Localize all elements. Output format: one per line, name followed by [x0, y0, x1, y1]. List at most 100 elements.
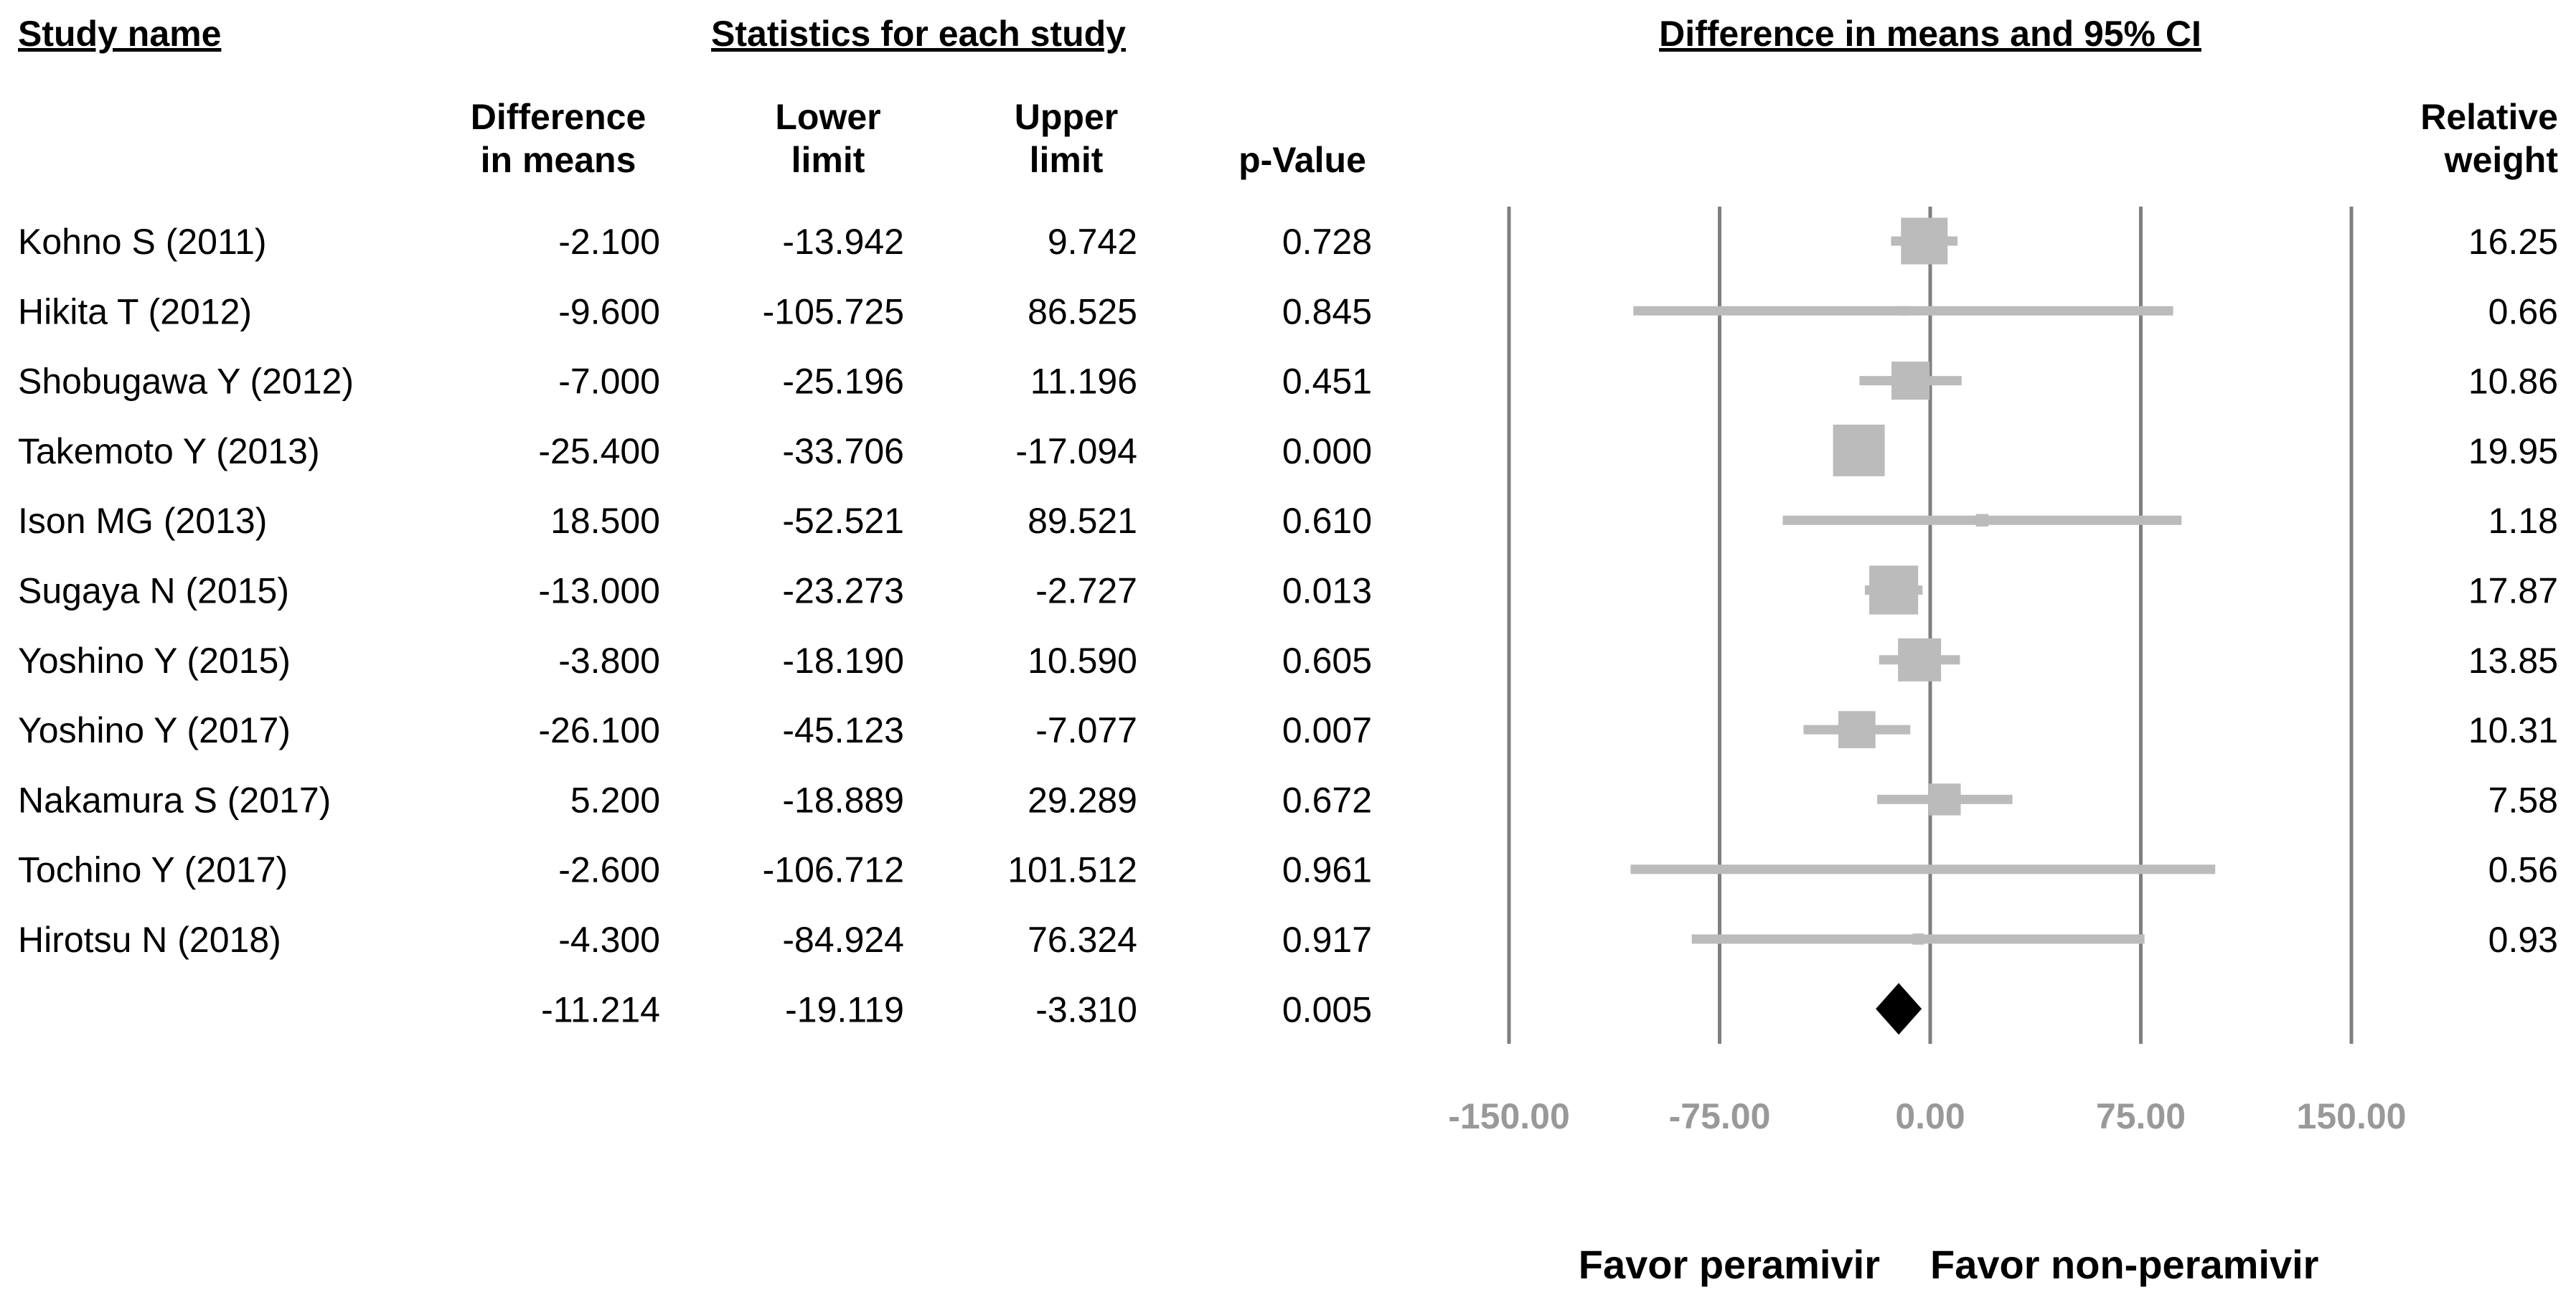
- diff-value: 5.200: [570, 780, 660, 820]
- upper-value: -17.094: [1015, 431, 1137, 471]
- effect-marker: [1833, 424, 1885, 476]
- effect-marker: [1912, 933, 1924, 945]
- lower-value: -84.924: [782, 920, 904, 960]
- weight-value: 16.25: [2468, 222, 2558, 262]
- weight-value: 10.31: [2468, 710, 2558, 750]
- colhdr-weight-line2: weight: [2444, 140, 2559, 180]
- study-name: Kohno S (2011): [18, 222, 267, 262]
- diff-value: 18.500: [550, 501, 660, 541]
- lower-value: -106.712: [763, 850, 904, 890]
- colhdr-weight-line1: Relative: [2420, 97, 2558, 137]
- effect-marker: [1898, 306, 1908, 316]
- weight-value: 17.87: [2468, 571, 2558, 611]
- favor-right-label: Favor non-peramivir: [1930, 1242, 2318, 1287]
- pooled-diamond: [1876, 983, 1922, 1035]
- x-tick-label: 75.00: [2096, 1096, 2186, 1136]
- upper-value: 9.742: [1048, 222, 1137, 262]
- study-row: Ison MG (2013) 18.500 -52.521 89.521 0.610 1.…: [18, 501, 2558, 541]
- lower-value: -33.706: [782, 431, 904, 471]
- pooled-p: 0.005: [1282, 989, 1372, 1029]
- effect-marker: [1975, 514, 1989, 527]
- study-name: Sugaya N (2015): [18, 571, 289, 611]
- weight-value: 19.95: [2468, 431, 2558, 471]
- p-value: 0.610: [1282, 501, 1372, 541]
- favor-left-label: Favor peramivir: [1579, 1242, 1880, 1287]
- effect-marker: [1929, 783, 1961, 816]
- effect-marker: [1869, 565, 1919, 615]
- study-name: Yoshino Y (2017): [18, 710, 291, 750]
- p-value: 0.605: [1282, 641, 1372, 681]
- diff-value: -2.100: [558, 222, 660, 262]
- pooled-lower: -19.119: [785, 989, 904, 1029]
- study-row: Takemoto Y (2013) -25.400 -33.706 -17.094 0.…: [18, 424, 2558, 476]
- weight-value: 10.86: [2468, 362, 2558, 402]
- header-statistics: Statistics for each study: [711, 14, 1126, 54]
- diff-value: -25.400: [538, 431, 660, 471]
- diff-value: -7.000: [558, 362, 660, 402]
- colhdr-upper-line1: Upper: [1015, 97, 1118, 137]
- upper-value: 11.196: [1030, 362, 1137, 402]
- gridlines: [1507, 207, 2354, 1044]
- study-name: Hikita T (2012): [18, 291, 252, 331]
- lower-value: -105.725: [763, 291, 904, 331]
- x-tick-label: -75.00: [1669, 1096, 1771, 1136]
- study-row: Hikita T (2012) -9.600 -105.725 86.525 0.845…: [18, 291, 2558, 331]
- lower-value: -23.273: [782, 571, 904, 611]
- weight-value: 0.66: [2488, 291, 2558, 331]
- x-tick-label: -150.00: [1448, 1096, 1570, 1136]
- effect-marker: [1918, 864, 1927, 874]
- upper-value: 89.521: [1028, 501, 1137, 541]
- lower-value: -13.942: [782, 222, 904, 262]
- lower-value: -45.123: [782, 710, 904, 750]
- study-row: Hirotsu N (2018) -4.300 -84.924 76.324 0.917…: [18, 920, 2558, 960]
- x-tick-label: 150.00: [2297, 1096, 2407, 1136]
- upper-value: 86.525: [1028, 291, 1137, 331]
- colhdr-lower-line1: Lower: [775, 97, 880, 137]
- diff-value: -2.600: [558, 850, 660, 890]
- header-plot: Difference in means and 95% CI: [1659, 14, 2201, 54]
- study-name: Nakamura S (2017): [18, 780, 331, 820]
- p-value: 0.000: [1282, 431, 1372, 471]
- study-name: Yoshino Y (2015): [18, 641, 291, 681]
- diff-value: -26.100: [538, 710, 660, 750]
- study-name: Tochino Y (2017): [18, 850, 288, 890]
- pooled-upper: -3.310: [1035, 989, 1137, 1029]
- study-row: Nakamura S (2017) 5.200 -18.889 29.289 0.672…: [18, 780, 2558, 820]
- weight-value: 13.85: [2468, 641, 2558, 681]
- lower-value: -18.889: [782, 780, 904, 820]
- study-name: Takemoto Y (2013): [18, 431, 320, 471]
- study-row: Kohno S (2011) -2.100 -13.942 9.742 0.728 16.…: [18, 217, 2558, 265]
- pooled-diff: -11.214: [541, 989, 660, 1029]
- upper-value: 29.289: [1028, 780, 1137, 820]
- p-value: 0.451: [1282, 362, 1372, 402]
- p-value: 0.728: [1282, 222, 1372, 262]
- study-row: Sugaya N (2015) -13.000 -23.273 -2.727 0.013…: [18, 565, 2558, 615]
- effect-marker: [1891, 362, 1930, 400]
- upper-value: -7.077: [1035, 710, 1137, 750]
- effect-marker: [1901, 217, 1948, 265]
- p-value: 0.013: [1282, 571, 1372, 611]
- x-tick-label: 0.00: [1895, 1096, 1965, 1136]
- study-row: Yoshino Y (2017) -26.100 -45.123 -7.077 0.00…: [18, 710, 2558, 750]
- effect-marker: [1898, 638, 1942, 682]
- weight-value: 7.58: [2488, 780, 2558, 820]
- upper-value: 101.512: [1007, 850, 1137, 890]
- colhdr-diff-line1: Difference: [471, 97, 647, 137]
- lower-value: -52.521: [782, 501, 904, 541]
- upper-value: 76.324: [1028, 920, 1137, 960]
- upper-value: 10.590: [1028, 641, 1137, 681]
- p-value: 0.007: [1282, 710, 1372, 750]
- study-rows: Kohno S (2011) -2.100 -13.942 9.742 0.728 16.…: [18, 217, 2558, 960]
- lower-value: -25.196: [782, 362, 904, 402]
- effect-marker: [1838, 711, 1876, 748]
- weight-value: 1.18: [2488, 501, 2558, 541]
- diff-value: -4.300: [558, 920, 660, 960]
- study-row: Tochino Y (2017) -2.600 -106.712 101.512 0.9…: [18, 850, 2558, 890]
- upper-value: -2.727: [1035, 571, 1137, 611]
- colhdr-upper-line2: limit: [1030, 140, 1104, 180]
- x-axis-ticks: -150.00 -75.00 0.00 75.00 150.00: [1448, 1096, 2406, 1136]
- colhdr-lower-line2: limit: [791, 140, 865, 180]
- lower-value: -18.190: [782, 641, 904, 681]
- study-row: Shobugawa Y (2012) -7.000 -25.196 11.196 0.4…: [18, 362, 2558, 402]
